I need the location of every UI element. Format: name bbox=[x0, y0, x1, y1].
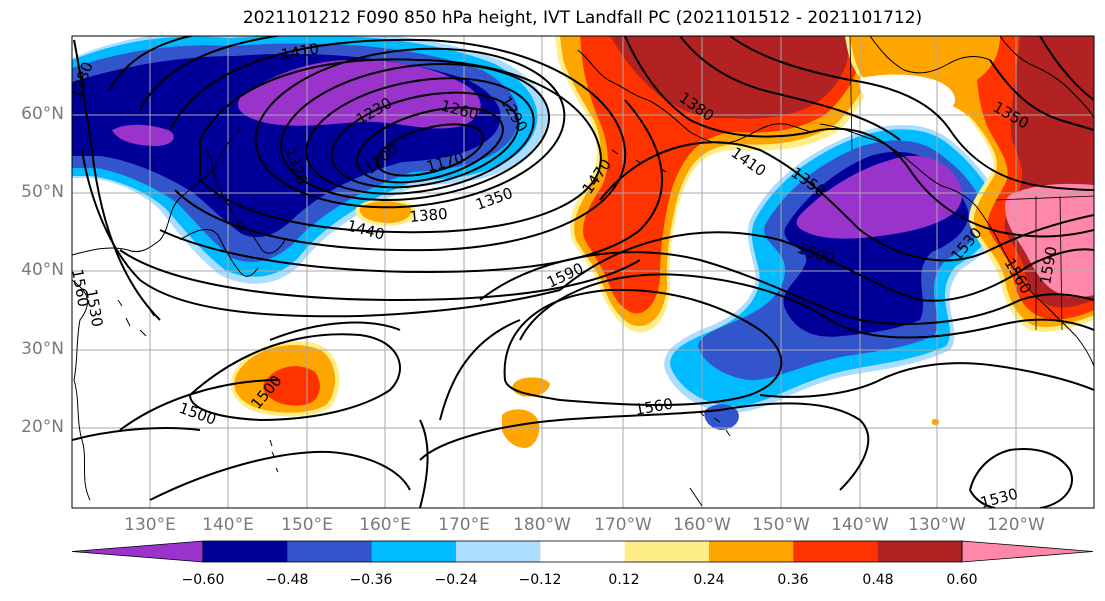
colorbar-extend-low bbox=[71, 540, 204, 563]
anomaly-red-west bbox=[263, 366, 320, 406]
lon-label-180w: 180°W bbox=[513, 515, 571, 535]
anomaly-purple-ne bbox=[796, 155, 963, 239]
lon-label-150w: 150°W bbox=[752, 515, 810, 535]
gridlines bbox=[72, 36, 1094, 508]
colorbar-segment bbox=[456, 541, 541, 562]
colorbar-segment bbox=[371, 541, 457, 562]
contour-label-1560-far-west: 1560 bbox=[68, 268, 92, 309]
lon-label-130e: 130°E bbox=[124, 515, 176, 535]
colorbar-segment bbox=[709, 541, 794, 562]
lon-label-120w: 120°W bbox=[987, 515, 1045, 535]
colorbar-extend-high bbox=[961, 540, 1094, 563]
lon-label-160e: 160°E bbox=[359, 515, 411, 535]
lon-label-160w: 160°W bbox=[673, 515, 731, 535]
lat-label-40n: 40°N bbox=[21, 260, 64, 280]
contour-label-1380-center: 1380 bbox=[409, 205, 449, 226]
colorbar-tick-2: −0.48 bbox=[265, 572, 309, 588]
lon-label-170e: 170°E bbox=[438, 515, 490, 535]
lat-label-60n: 60°N bbox=[21, 104, 64, 124]
colorbar-tick-9: 0.48 bbox=[862, 572, 894, 588]
lon-label-140e: 140°E bbox=[202, 515, 254, 535]
map-title: 2021101212 F090 850 hPa height, IVT Land… bbox=[242, 8, 923, 28]
map-frame bbox=[71, 35, 1095, 509]
colorbar-tick-3: −0.36 bbox=[349, 572, 393, 588]
colorbar-tick-8: 0.36 bbox=[777, 572, 809, 588]
colorbar-tick-10: 0.60 bbox=[946, 572, 978, 588]
colorbar-segment bbox=[287, 541, 373, 562]
colorbar-tick-4: −0.24 bbox=[434, 572, 478, 588]
lon-label-130w: 130°W bbox=[908, 515, 966, 535]
colorbar-tick-6: 0.12 bbox=[608, 572, 640, 588]
anomaly-pink-us-west bbox=[1005, 183, 1094, 298]
lat-label-20n: 20°N bbox=[21, 417, 64, 437]
lat-label-50n: 50°N bbox=[21, 182, 64, 202]
anomaly-purple-small bbox=[112, 124, 174, 146]
anomaly-orange-mid-2 bbox=[502, 409, 540, 448]
colorbar-segment bbox=[540, 541, 626, 562]
colorbar-segment bbox=[877, 541, 963, 562]
anomaly-white-gap-ne bbox=[858, 74, 955, 115]
colorbar-frame bbox=[202, 540, 963, 563]
borders bbox=[849, 36, 1094, 331]
colorbar-tick-1: −0.60 bbox=[181, 572, 225, 588]
colorbar-tick-7: 0.24 bbox=[693, 572, 725, 588]
colorbar-segment bbox=[793, 541, 879, 562]
colorbar-segment bbox=[624, 541, 710, 562]
lon-label-140w: 140°W bbox=[831, 515, 889, 535]
colorbar-tick-5: −0.12 bbox=[518, 572, 562, 588]
colorbar-segment bbox=[203, 541, 288, 562]
lon-label-150e: 150°E bbox=[281, 515, 333, 535]
lat-label-30n: 30°N bbox=[21, 339, 64, 359]
lon-label-170w: 170°W bbox=[594, 515, 652, 535]
height-contours bbox=[72, 36, 1094, 508]
